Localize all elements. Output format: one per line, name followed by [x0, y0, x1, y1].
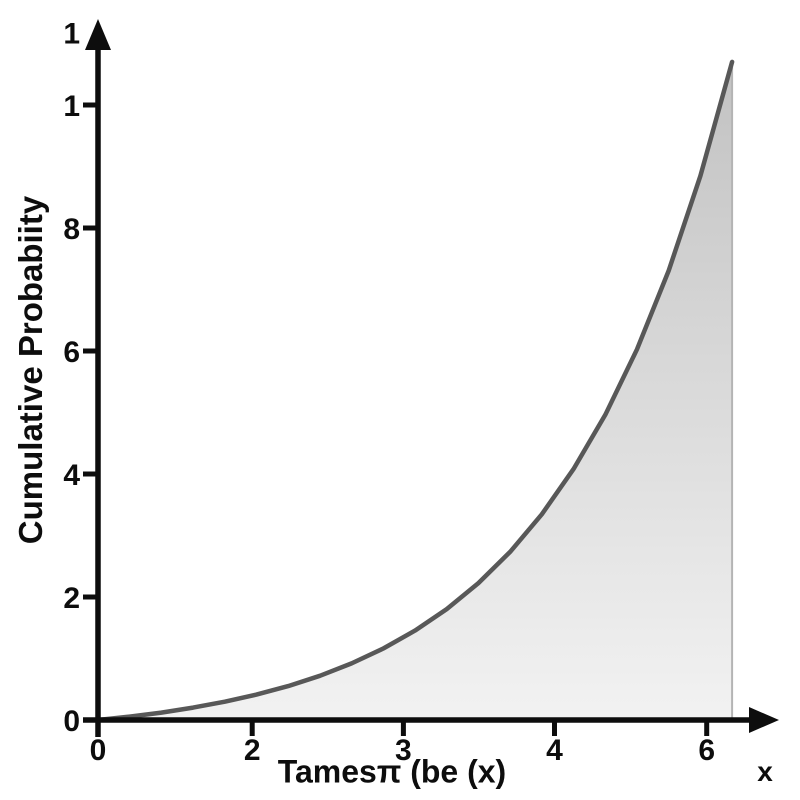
y-tick-label: 1 — [63, 17, 80, 50]
y-axis-title: Cumulative Probabiity — [12, 195, 49, 545]
y-tick-label: 2 — [63, 582, 80, 615]
x-tick-label: 2 — [244, 734, 261, 767]
cumulative-probability-curve — [95, 59, 735, 723]
x-axis-arrowhead — [749, 707, 779, 733]
y-tick-label: 1 — [63, 90, 80, 123]
x-tick-label: 0 — [90, 734, 107, 767]
x-axis-arrow-label: x — [757, 756, 773, 787]
y-tick-label: 0 — [63, 705, 80, 738]
x-tick-label: 4 — [546, 734, 563, 767]
x-tick-label: 3 — [395, 734, 412, 767]
x-tick-label: 6 — [698, 734, 715, 767]
area-under-curve — [98, 61, 733, 720]
x-axis-title: Tamesπ (be (x) — [277, 753, 507, 790]
y-axis-arrowhead — [85, 19, 111, 50]
y-tick-label: 6 — [63, 336, 80, 369]
y-tick-label: 8 — [63, 213, 80, 246]
y-tick-label: 4 — [63, 459, 80, 492]
